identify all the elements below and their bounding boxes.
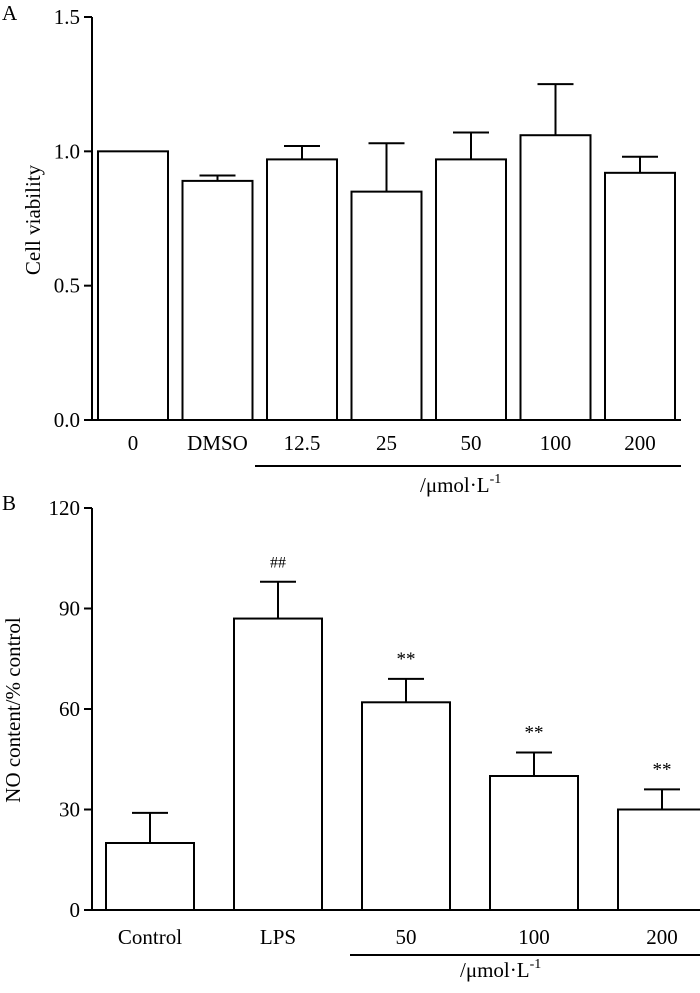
panel-b-category-label: Control — [118, 925, 182, 949]
panel-b-category-label: 50 — [396, 925, 417, 949]
panel-a-bar — [350, 190, 423, 421]
panel-a-bar — [604, 171, 676, 421]
panel-a-category-label: 100 — [540, 431, 572, 455]
panel-a: A Cell viability 0.0 0.5 1.0 1.5 0 DMSO 12.5 2… — [2, 1, 681, 497]
panel-b-y-tick-label: 0 — [70, 898, 81, 922]
panel-a-unit-label: /μmol·L-1 — [420, 472, 501, 497]
panel-b-significance-marker: ** — [653, 759, 672, 780]
panel-b-bar — [489, 775, 579, 911]
panel-a-category-label: DMSO — [187, 431, 248, 455]
panel-b-category-label: LPS — [260, 925, 296, 949]
svg-text:/μmol·L-1: /μmol·L-1 — [420, 472, 501, 497]
panel-b-y-axis-label: NO content/% control — [1, 617, 25, 803]
panel-a-bar — [519, 134, 592, 421]
svg-text:/μmol·L-1: /μmol·L-1 — [460, 957, 541, 982]
panel-a-category-label: 50 — [461, 431, 482, 455]
panel-a-unit-superscript: -1 — [490, 472, 502, 487]
panel-a-label: A — [2, 1, 18, 25]
panel-b-category-label: 200 — [646, 925, 678, 949]
panel-a-y-tick-label: 1.0 — [54, 139, 80, 163]
panel-a-unit-text: /μmol·L — [420, 473, 490, 497]
panel-b-category-label: 100 — [518, 925, 550, 949]
panel-b-bar — [105, 842, 195, 911]
panel-a-category-label: 0 — [128, 431, 139, 455]
panel-a-bar — [266, 158, 338, 421]
panel-a-bar — [435, 158, 507, 421]
panel-a-category-labels: 0 DMSO 12.5 25 50 100 200 — [128, 431, 681, 467]
panel-a-y-tick-label: 0.5 — [54, 274, 80, 298]
panel-a-y-axis-label: Cell viability — [21, 164, 45, 275]
panel-b-y-tick-label: 90 — [59, 597, 80, 621]
panel-b-y-tick-label: 30 — [59, 798, 80, 822]
panel-b-bar — [361, 701, 451, 911]
panel-b-unit-text: /μmol·L — [460, 958, 530, 982]
panel-b-y-tick-label: 120 — [49, 496, 81, 520]
panel-a-category-label: 200 — [624, 431, 656, 455]
panel-b-bar — [233, 617, 323, 911]
panel-b-bar — [617, 808, 700, 911]
panel-a-bar — [97, 150, 169, 421]
panel-b-label: B — [2, 491, 16, 515]
panel-b-y-tick-label: 60 — [59, 697, 80, 721]
panel-a-bars — [97, 83, 676, 421]
panel-a-bar — [181, 179, 254, 421]
panel-a-y-tick-label: 1.5 — [54, 5, 80, 29]
panel-b-bars: ## ** ** ** — [105, 555, 700, 911]
panel-b-significance-marker: ## — [270, 555, 286, 572]
panel-b: B NO content/% control 0 30 60 90 120 ## ** **… — [1, 491, 700, 982]
panel-b-category-labels: Control LPS 50 100 200 — [118, 925, 700, 956]
panel-b-significance-marker: ** — [525, 723, 544, 744]
panel-b-unit-label: /μmol·L-1 — [460, 957, 541, 982]
panel-a-category-label: 25 — [376, 431, 397, 455]
panel-a-category-label: 12.5 — [284, 431, 321, 455]
panel-b-significance-marker: ** — [397, 649, 416, 670]
panel-a-y-tick-label: 0.0 — [54, 408, 80, 432]
panel-b-unit-superscript: -1 — [530, 957, 542, 972]
